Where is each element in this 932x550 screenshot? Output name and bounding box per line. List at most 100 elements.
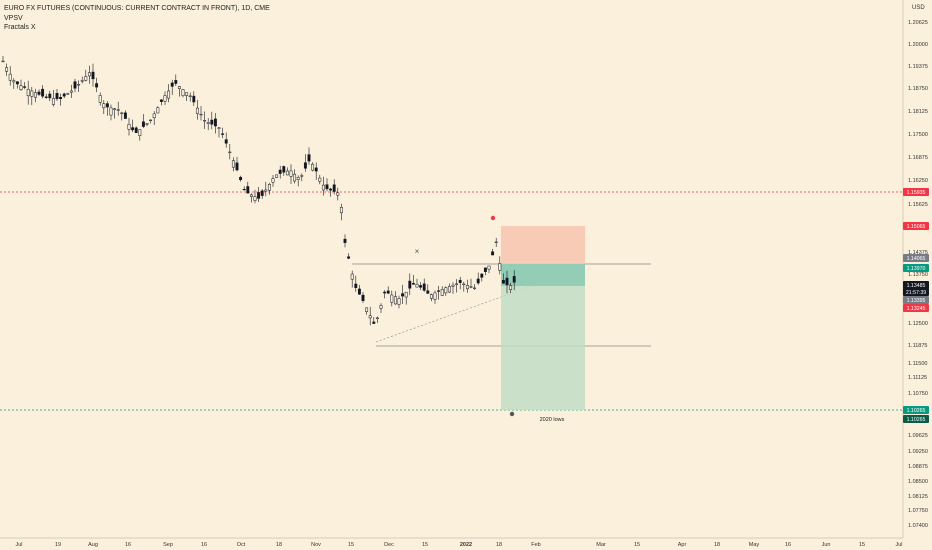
candle-body: [440, 289, 444, 296]
candle-body: [386, 290, 390, 294]
candle-body: [476, 278, 480, 284]
y-tick-label: 1.11500: [908, 361, 927, 367]
candle-body: [307, 154, 311, 162]
candle-body: [192, 95, 196, 103]
candle-body: [159, 99, 163, 102]
eye-marker: [509, 411, 515, 417]
candle-body: [138, 129, 142, 136]
candle-body: [98, 95, 102, 103]
price-tag-label: 1.10265: [907, 417, 926, 423]
candle-body: [80, 80, 84, 82]
candle-body: [408, 280, 412, 289]
candle-body: [235, 162, 239, 171]
candle-body: [498, 263, 502, 271]
candle-body: [1, 60, 5, 63]
x-tick-label: 18: [496, 542, 502, 548]
candle-body: [109, 107, 113, 116]
candle-body: [134, 127, 138, 133]
chart-legend: EURO FX FUTURES (CONTINUOUS: CURRENT CON…: [4, 4, 270, 33]
candle-body: [455, 283, 459, 285]
indicator-fractals[interactable]: Fractals X: [4, 24, 36, 31]
candle-body: [329, 188, 333, 191]
candle-body: [37, 91, 41, 95]
candle-body: [379, 305, 383, 309]
y-tick-label: 1.07400: [908, 523, 928, 529]
candle-body: [257, 192, 261, 199]
candle-body: [91, 71, 95, 80]
candle-body: [26, 88, 30, 97]
candle-body: [354, 283, 358, 288]
candle-body: [131, 127, 135, 131]
y-tick-label: 1.08500: [908, 479, 928, 485]
candle-body: [404, 291, 408, 298]
candle-body: [347, 256, 351, 259]
entry-zone: [501, 264, 585, 286]
candle-body: [458, 279, 462, 283]
candle-body: [242, 188, 246, 191]
y-tick-label: 1.10750: [908, 391, 928, 397]
candle-body: [303, 162, 307, 169]
candle-body: [361, 294, 365, 302]
candle-body: [30, 90, 34, 97]
candle-body: [62, 93, 66, 97]
candle-body: [509, 285, 513, 290]
y-tick-label: 1.14375: [908, 250, 928, 256]
candle-body: [321, 184, 325, 191]
candle-body: [195, 107, 199, 114]
candle-body: [55, 92, 59, 100]
candle-body: [494, 241, 498, 243]
price-tag: [903, 264, 929, 272]
candle-body: [253, 196, 257, 201]
candle-body: [213, 118, 217, 127]
candle-body: [185, 92, 189, 96]
price-tag-label: 1.13485: [907, 283, 926, 289]
x-tick-label: 16: [125, 542, 131, 548]
candle-body: [210, 119, 214, 125]
candle-body: [365, 307, 369, 312]
candle-body: [426, 290, 430, 294]
candle-body: [231, 160, 235, 168]
x-tick-label: 18: [276, 542, 282, 548]
price-tag-label: 1.13970: [907, 266, 926, 272]
candle-body: [15, 81, 19, 85]
candle-body: [429, 294, 433, 299]
price-tag-label: 1.15935: [907, 190, 926, 196]
y-tick-label: 1.15625: [908, 202, 928, 208]
candle-body: [156, 107, 160, 114]
candle-body: [260, 190, 264, 196]
y-tick-label: 1.07750: [908, 508, 928, 514]
axis-unit: USD: [912, 5, 925, 11]
candle-body: [401, 293, 405, 297]
candle-body: [95, 83, 99, 88]
y-tick-label: 1.17500: [908, 132, 928, 138]
fractal-high-marker: [490, 215, 496, 221]
candle-body: [264, 189, 268, 192]
y-tick-label: 1.20625: [908, 20, 928, 26]
candle-body: [278, 169, 282, 174]
candle-body: [23, 86, 27, 88]
x-tick-label: Jul: [15, 542, 22, 548]
candle-body: [127, 123, 131, 130]
candle-body: [473, 287, 477, 289]
x-tick-label: Jul: [895, 542, 902, 548]
candle-body: [66, 93, 70, 95]
symbol-title[interactable]: EURO FX FUTURES (CONTINUOUS: CURRENT CON…: [4, 5, 270, 12]
candle-body: [152, 113, 156, 119]
y-tick-label: 1.08875: [908, 464, 928, 470]
x-tick-label: Jun: [822, 542, 831, 548]
candle-body: [105, 103, 109, 108]
x-tick-label: 15: [634, 542, 640, 548]
candle-body: [73, 81, 77, 89]
candle-body: [383, 291, 387, 294]
candle-body: [188, 95, 192, 98]
indicator-vpsv[interactable]: VPSV: [4, 14, 23, 22]
candle-body: [293, 173, 297, 182]
candle-body: [224, 139, 228, 144]
candle-body: [8, 73, 12, 81]
candle-body: [203, 120, 207, 122]
candle-body: [239, 176, 243, 181]
candle-body: [491, 251, 495, 256]
candle-body: [318, 177, 322, 182]
